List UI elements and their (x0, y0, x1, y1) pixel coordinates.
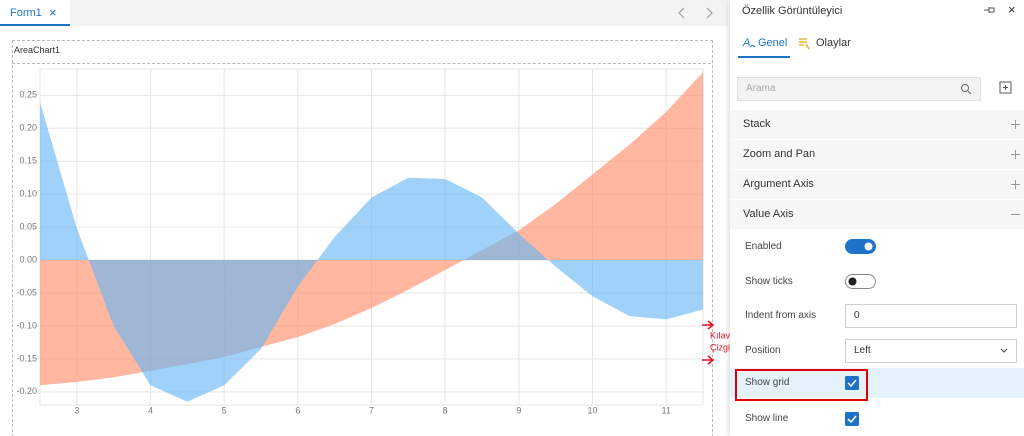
highlight-box (735, 369, 868, 401)
checkmark (847, 415, 857, 424)
section-header[interactable]: Stack (730, 110, 1024, 139)
section-title: Value Axis (743, 208, 794, 220)
arrow (702, 320, 715, 330)
y-tick-label: -0.20 (16, 386, 37, 396)
dropdown-arrow (1000, 348, 1008, 353)
events-icon (799, 38, 810, 50)
toggle-knob (864, 242, 873, 251)
chevron (1000, 348, 1008, 353)
section-title: Stack (743, 118, 771, 130)
pin-icon[interactable] (982, 4, 996, 16)
section-header[interactable]: Zoom and Pan (730, 140, 1024, 169)
component-frame[interactable] (12, 40, 713, 436)
section-toggle[interactable] (1010, 179, 1021, 190)
annotation-text: Çizgiler (710, 342, 740, 352)
dropdown[interactable]: Left (845, 339, 1017, 363)
tab-close[interactable]: × (49, 5, 57, 20)
tab-general[interactable]: Genel (758, 37, 788, 49)
x-tick-label: 10 (587, 405, 597, 415)
y-tick-label: 0.25 (19, 90, 37, 100)
annotation: Kılavuz Çizgiler (702, 320, 740, 365)
toggle[interactable] (845, 239, 877, 255)
property-label: Indent from axis (745, 310, 817, 321)
section-title: Argument Axis (743, 178, 814, 190)
section-toggle[interactable] (1010, 119, 1021, 130)
input-value: 0 (854, 310, 860, 321)
section-title: Zoom and Pan (743, 148, 816, 160)
y-tick-label: 0.20 (19, 123, 37, 133)
nav-arrows[interactable] (670, 4, 720, 22)
x-tick-label: 11 (661, 405, 670, 415)
svg-text:A: A (742, 37, 750, 49)
tab[interactable]: Form1 × (0, 0, 70, 26)
checkbox-box (845, 412, 859, 426)
y-tick-label: 0.15 (19, 156, 37, 166)
tab-bar: Form1 × (0, 0, 728, 26)
search-icon (961, 84, 972, 95)
property-label: Show line (745, 413, 789, 424)
toggle-glyph (1011, 120, 1020, 129)
expand-icon[interactable] (998, 80, 1014, 96)
property-label: Enabled (745, 241, 782, 252)
tab-indicator (738, 56, 790, 58)
text-input[interactable]: 0 (845, 304, 1017, 328)
annotation-text: Kılavuz (710, 330, 740, 340)
search-box[interactable]: Arama (737, 77, 981, 101)
checkmark (847, 379, 857, 388)
y-tick-label: 0.00 (19, 254, 37, 264)
chart: -0.20 -0.15 -0.10 -0.05 0.00 0.05 0.10 0.15 0.20… (16, 68, 704, 415)
separator (12, 63, 711, 64)
y-tick-label: -0.15 (16, 353, 37, 363)
y-tick-label: 0.05 (19, 221, 37, 231)
y-tick-label: 0.10 (19, 189, 37, 199)
property-label: Show ticks (745, 276, 793, 287)
row-highlight (730, 368, 1024, 398)
section-toggle[interactable] (1010, 149, 1021, 160)
x-tick-label: 5 (222, 405, 227, 415)
panel-title: Özellik Görüntüleyici (742, 5, 843, 17)
toggle-glyph (1011, 180, 1020, 189)
tab-events[interactable]: Olaylar (816, 37, 851, 49)
x-tick-label: 8 (443, 405, 448, 415)
panel-close[interactable]: × (1008, 2, 1016, 17)
property-panel: Özellik Görüntüleyici × A Genel Olaylar … (730, 0, 1024, 436)
y-tick-label: -0.10 (16, 320, 37, 330)
property-label: Position (745, 345, 781, 356)
toggle[interactable] (845, 274, 877, 290)
search-placeholder: Arama (746, 83, 776, 94)
x-tick-label: 3 (74, 405, 79, 415)
checkbox[interactable] (845, 412, 859, 426)
x-tick-label: 7 (369, 405, 374, 415)
component-name: AreaChart1 (14, 45, 61, 55)
toggle-knob (848, 277, 857, 286)
x-tick-label: 4 (148, 405, 153, 415)
section-header[interactable]: Value Axis (730, 200, 1024, 229)
y-tick-label: -0.05 (16, 287, 37, 297)
section-toggle[interactable] (1010, 209, 1021, 220)
checkbox[interactable] (845, 376, 859, 390)
input-value: Left (854, 345, 871, 356)
arrow (702, 355, 715, 365)
section-header[interactable]: Argument Axis (730, 170, 1024, 199)
tab-title: Form1 (10, 7, 42, 19)
tab-underline (0, 24, 70, 26)
general-icon: A (742, 37, 756, 49)
property-label: Show grid (745, 377, 790, 388)
x-tick-label: 9 (516, 405, 521, 415)
toggle-glyph (1011, 150, 1020, 159)
area (40, 101, 703, 402)
x-tick-label: 6 (295, 405, 300, 415)
